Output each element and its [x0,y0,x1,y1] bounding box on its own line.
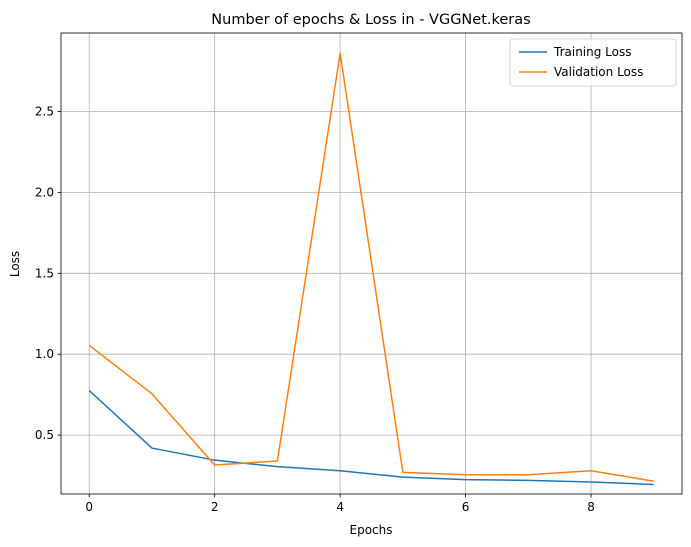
y-axis-label: Loss [8,251,22,277]
y-tick-label: 1.0 [35,347,54,361]
series-line-training-loss [88,390,654,486]
legend-label: Training Loss [553,45,631,59]
chart-title: Number of epochs & Loss in - VGGNet.kera… [211,12,530,28]
x-tick-label: 0 [85,500,93,514]
x-axis-ticks: 0 2 4 6 8 [85,494,595,514]
y-tick-label: 2.5 [35,104,54,118]
legend: Training Loss Validation Loss [509,38,677,87]
x-axis-label: Epochs [350,523,393,537]
data-series [88,52,654,486]
grid-lines [61,33,682,494]
series-line-validation-loss [88,52,654,482]
x-tick-label: 6 [462,500,470,514]
legend-box [509,38,677,87]
x-tick-label: 4 [336,500,344,514]
y-tick-label: 2.0 [35,185,54,199]
y-tick-label: 1.5 [35,266,54,280]
x-tick-label: 8 [587,500,595,514]
legend-label: Validation Loss [554,65,643,79]
y-tick-label: 0.5 [35,428,54,442]
x-tick-label: 2 [211,500,219,514]
plot-area-frame [60,32,683,495]
y-axis-ticks: 0.5 1.0 1.5 2.0 2.5 [35,104,61,442]
